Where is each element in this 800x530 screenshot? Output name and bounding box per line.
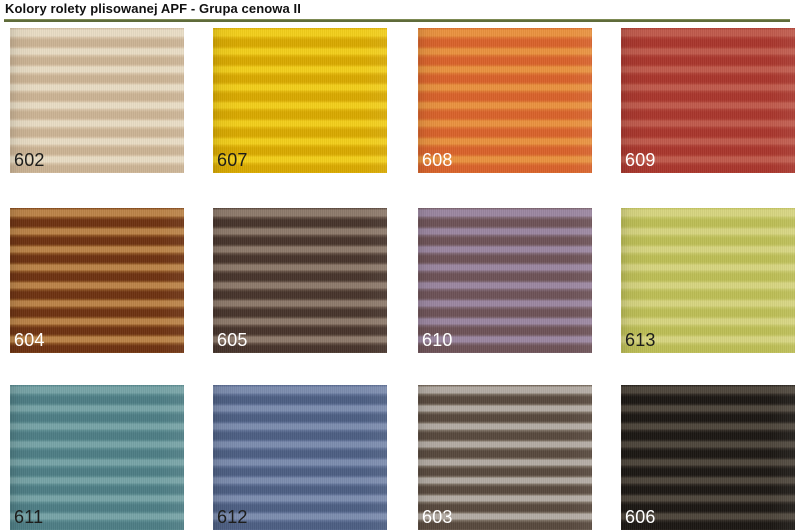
edge-shading (621, 208, 795, 353)
swatch-code-label: 612 (217, 507, 248, 527)
swatch-code-label: 610 (422, 330, 453, 350)
color-swatch[interactable]: 605 (213, 208, 387, 353)
pleated-fabric-texture (213, 28, 387, 173)
pleated-fabric-texture (621, 208, 795, 353)
swatch-row: 602 607 608 (0, 28, 800, 173)
color-swatch[interactable]: 607 (213, 28, 387, 173)
color-swatch[interactable]: 609 (621, 28, 795, 173)
pleat-bands (213, 208, 387, 353)
edge-shading (10, 208, 184, 353)
edge-shading (10, 28, 184, 173)
page-header: Kolory rolety plisowanej APF - Grupa cen… (0, 0, 800, 22)
swatch-code-label: 604 (14, 330, 45, 350)
pleat-bands (418, 385, 592, 530)
swatch-code-label: 613 (625, 330, 656, 350)
fabric-weave (10, 208, 184, 353)
fabric-weave (621, 208, 795, 353)
swatch-row: 611 612 603 (0, 385, 800, 530)
fabric-weave (418, 208, 592, 353)
swatch-code-label: 609 (625, 150, 656, 170)
color-swatch[interactable]: 611 (10, 385, 184, 530)
edge-shading (418, 208, 592, 353)
fabric-weave (213, 385, 387, 530)
swatch-code-label: 608 (422, 150, 453, 170)
pleated-fabric-texture (418, 385, 592, 530)
edge-shading (213, 208, 387, 353)
fabric-weave (10, 385, 184, 530)
pleated-fabric-texture (10, 28, 184, 173)
color-swatch[interactable]: 610 (418, 208, 592, 353)
swatch-code-label: 605 (217, 330, 248, 350)
color-swatch[interactable]: 603 (418, 385, 592, 530)
color-swatch[interactable]: 604 (10, 208, 184, 353)
swatch-code-label: 606 (625, 507, 656, 527)
swatch-row: 604 605 610 (0, 208, 800, 353)
edge-shading (418, 385, 592, 530)
pleated-fabric-texture (418, 28, 592, 173)
fabric-weave (213, 28, 387, 173)
pleat-bands (213, 385, 387, 530)
pleated-fabric-texture (418, 208, 592, 353)
fabric-weave (418, 385, 592, 530)
swatch-grid: 602 607 608 (0, 24, 800, 530)
pleated-fabric-texture (213, 208, 387, 353)
color-swatch[interactable]: 608 (418, 28, 592, 173)
pleat-bands (10, 208, 184, 353)
pleat-bands (621, 28, 795, 173)
fabric-weave (418, 28, 592, 173)
swatch-code-label: 607 (217, 150, 248, 170)
pleat-bands (621, 208, 795, 353)
color-swatch[interactable]: 612 (213, 385, 387, 530)
swatch-code-label: 602 (14, 150, 45, 170)
fabric-weave (10, 28, 184, 173)
pleated-fabric-texture (213, 385, 387, 530)
swatch-code-label: 603 (422, 507, 453, 527)
page-title: Kolory rolety plisowanej APF - Grupa cen… (5, 1, 301, 16)
color-swatch[interactable]: 606 (621, 385, 795, 530)
edge-shading (213, 385, 387, 530)
edge-shading (621, 28, 795, 173)
edge-shading (621, 385, 795, 530)
edge-shading (418, 28, 592, 173)
pleated-fabric-texture (10, 208, 184, 353)
color-swatch[interactable]: 613 (621, 208, 795, 353)
color-swatch[interactable]: 602 (10, 28, 184, 173)
pleated-fabric-texture (621, 385, 795, 530)
pleat-bands (10, 385, 184, 530)
pleated-fabric-texture (621, 28, 795, 173)
pleat-bands (621, 385, 795, 530)
pleat-bands (418, 28, 592, 173)
pleated-fabric-texture (10, 385, 184, 530)
fabric-weave (213, 208, 387, 353)
fabric-weave (621, 28, 795, 173)
pleat-bands (418, 208, 592, 353)
edge-shading (213, 28, 387, 173)
fabric-weave (621, 385, 795, 530)
title-divider (4, 19, 790, 22)
pleat-bands (213, 28, 387, 173)
swatch-code-label: 611 (14, 507, 44, 527)
edge-shading (10, 385, 184, 530)
pleat-bands (10, 28, 184, 173)
